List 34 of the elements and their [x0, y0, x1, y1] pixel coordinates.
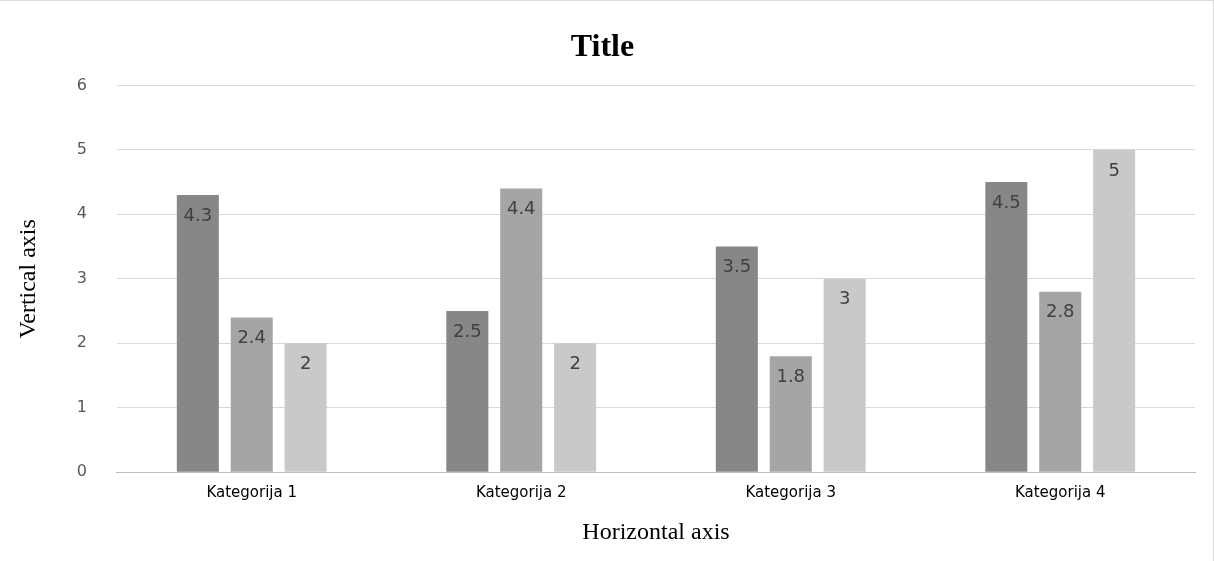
bar — [446, 311, 489, 472]
data-label: 2.8 — [1045, 300, 1075, 322]
y-axis-title: Vertical axis — [13, 219, 40, 339]
x-axis-title: Horizontal axis — [582, 517, 730, 544]
bar — [985, 182, 1028, 472]
bar — [715, 246, 758, 472]
data-label: 4.4 — [506, 197, 536, 219]
chart-title: Title — [570, 27, 635, 64]
bar — [500, 188, 543, 472]
data-label: 3.5 — [722, 255, 752, 277]
y-tick-label: 5 — [76, 139, 87, 159]
x-tick-label: Kategorija 4 — [1014, 483, 1106, 502]
data-label: 5 — [1108, 158, 1120, 180]
data-label: 2.5 — [453, 319, 482, 341]
y-tick-label: 4 — [76, 203, 87, 223]
data-label: 4.5 — [992, 190, 1021, 212]
x-tick-label: Kategorija 1 — [206, 483, 298, 502]
data-label: 3 — [838, 287, 851, 309]
y-tick-label: 2 — [76, 332, 87, 352]
bar — [1039, 291, 1082, 472]
bar — [230, 317, 273, 472]
y-tick-label: 6 — [76, 74, 87, 94]
bar — [176, 194, 219, 472]
y-tick-label: 3 — [76, 267, 87, 287]
y-tick-label: 1 — [76, 396, 87, 416]
data-label: 1.8 — [776, 364, 806, 386]
data-label: 4.3 — [183, 203, 213, 225]
bar — [769, 356, 812, 472]
data-label: 2 — [299, 351, 312, 373]
y-tick-label: 0 — [76, 461, 87, 481]
x-tick-label: Kategorija 2 — [475, 483, 567, 502]
x-tick-label: Kategorija 3 — [745, 483, 837, 502]
data-label: 2.4 — [237, 326, 267, 348]
data-label: 2 — [569, 351, 581, 373]
